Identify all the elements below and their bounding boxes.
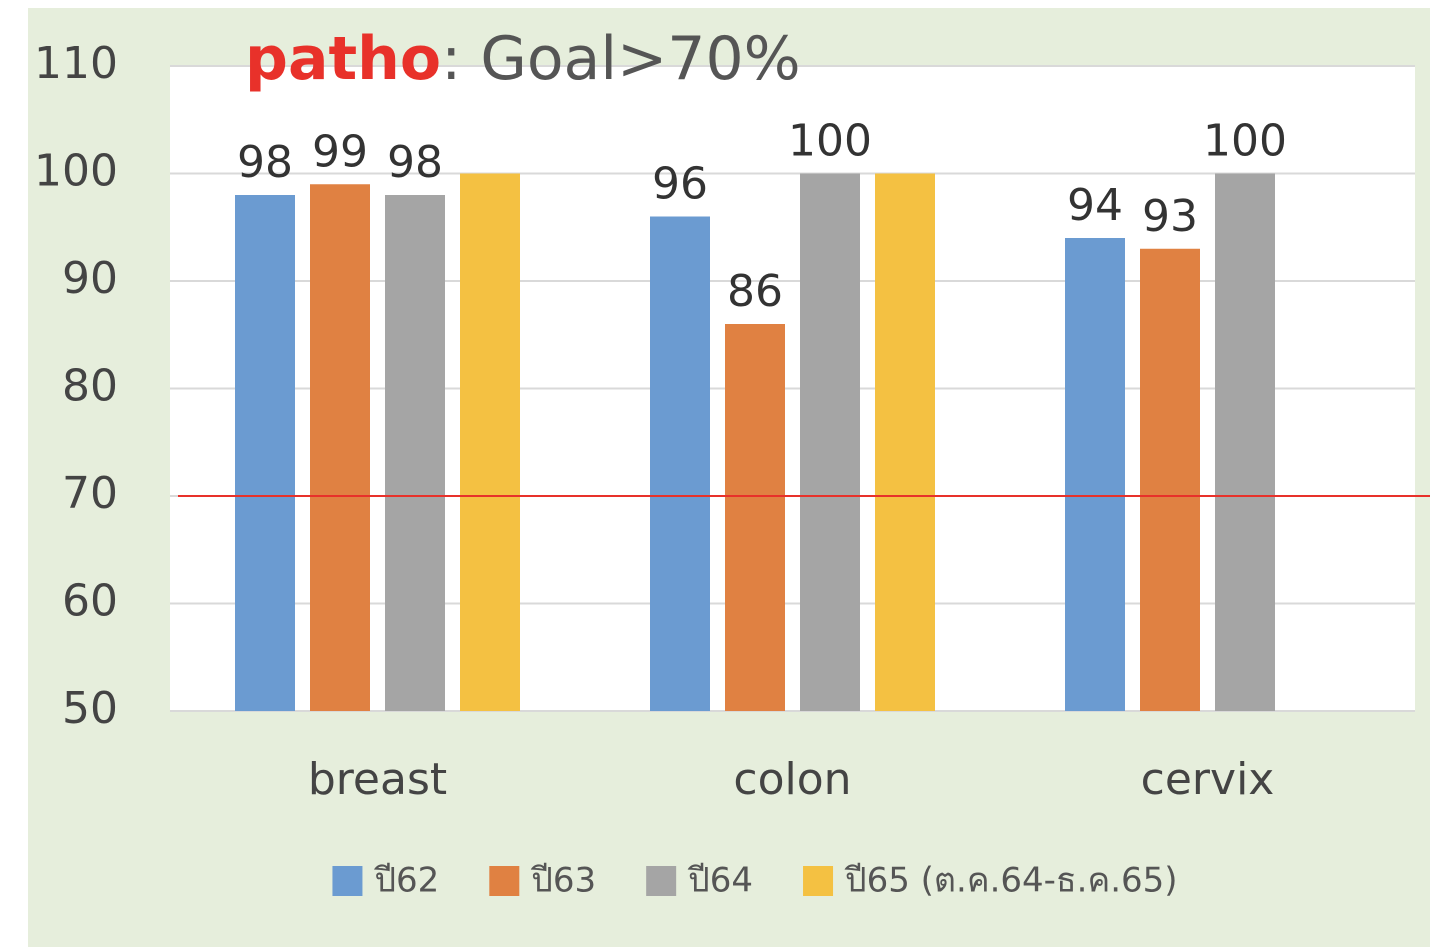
- data-label: 100: [788, 116, 872, 167]
- chart-title: patho: Goal>70%: [245, 24, 801, 94]
- data-label: 99: [312, 126, 368, 177]
- bar: [800, 173, 860, 711]
- y-tick-label: 90: [62, 253, 118, 304]
- legend-label: ปี62: [374, 861, 440, 901]
- x-tick-label: cervix: [1141, 754, 1275, 805]
- data-label: 100: [1203, 116, 1287, 167]
- data-label: 86: [727, 266, 783, 317]
- bar: [1065, 238, 1125, 711]
- data-label: 93: [1142, 191, 1198, 242]
- bar: [650, 216, 710, 711]
- bar: [310, 184, 370, 711]
- data-label: 94: [1067, 180, 1123, 231]
- bar: [1140, 248, 1200, 711]
- title-part: : Goal>70%: [441, 24, 801, 94]
- bar: [235, 195, 295, 711]
- y-tick-label: 70: [62, 468, 118, 519]
- x-tick-label: breast: [308, 754, 447, 805]
- legend-label: ปี65 (ต.ค.64-ธ.ค.65): [844, 861, 1177, 901]
- bar: [385, 195, 445, 711]
- legend-label: ปี63: [531, 861, 597, 901]
- legend-swatch: [489, 866, 520, 896]
- legend-label: ปี64: [687, 861, 753, 901]
- y-tick-label: 110: [34, 38, 118, 89]
- bar: [725, 324, 785, 711]
- data-label: 98: [387, 137, 443, 188]
- bar: [1215, 173, 1275, 711]
- legend-swatch: [646, 866, 677, 896]
- data-label: 98: [237, 137, 293, 188]
- legend-swatch: [803, 866, 834, 896]
- legend-swatch: [332, 866, 363, 896]
- y-tick-label: 100: [34, 146, 118, 197]
- y-tick-label: 60: [62, 576, 118, 627]
- data-label: 96: [652, 159, 708, 210]
- bar: [875, 173, 935, 711]
- title-part: patho: [245, 24, 441, 94]
- y-tick-label: 50: [62, 683, 118, 734]
- y-tick-label: 80: [62, 361, 118, 412]
- x-tick-label: colon: [733, 754, 851, 805]
- bar: [460, 173, 520, 711]
